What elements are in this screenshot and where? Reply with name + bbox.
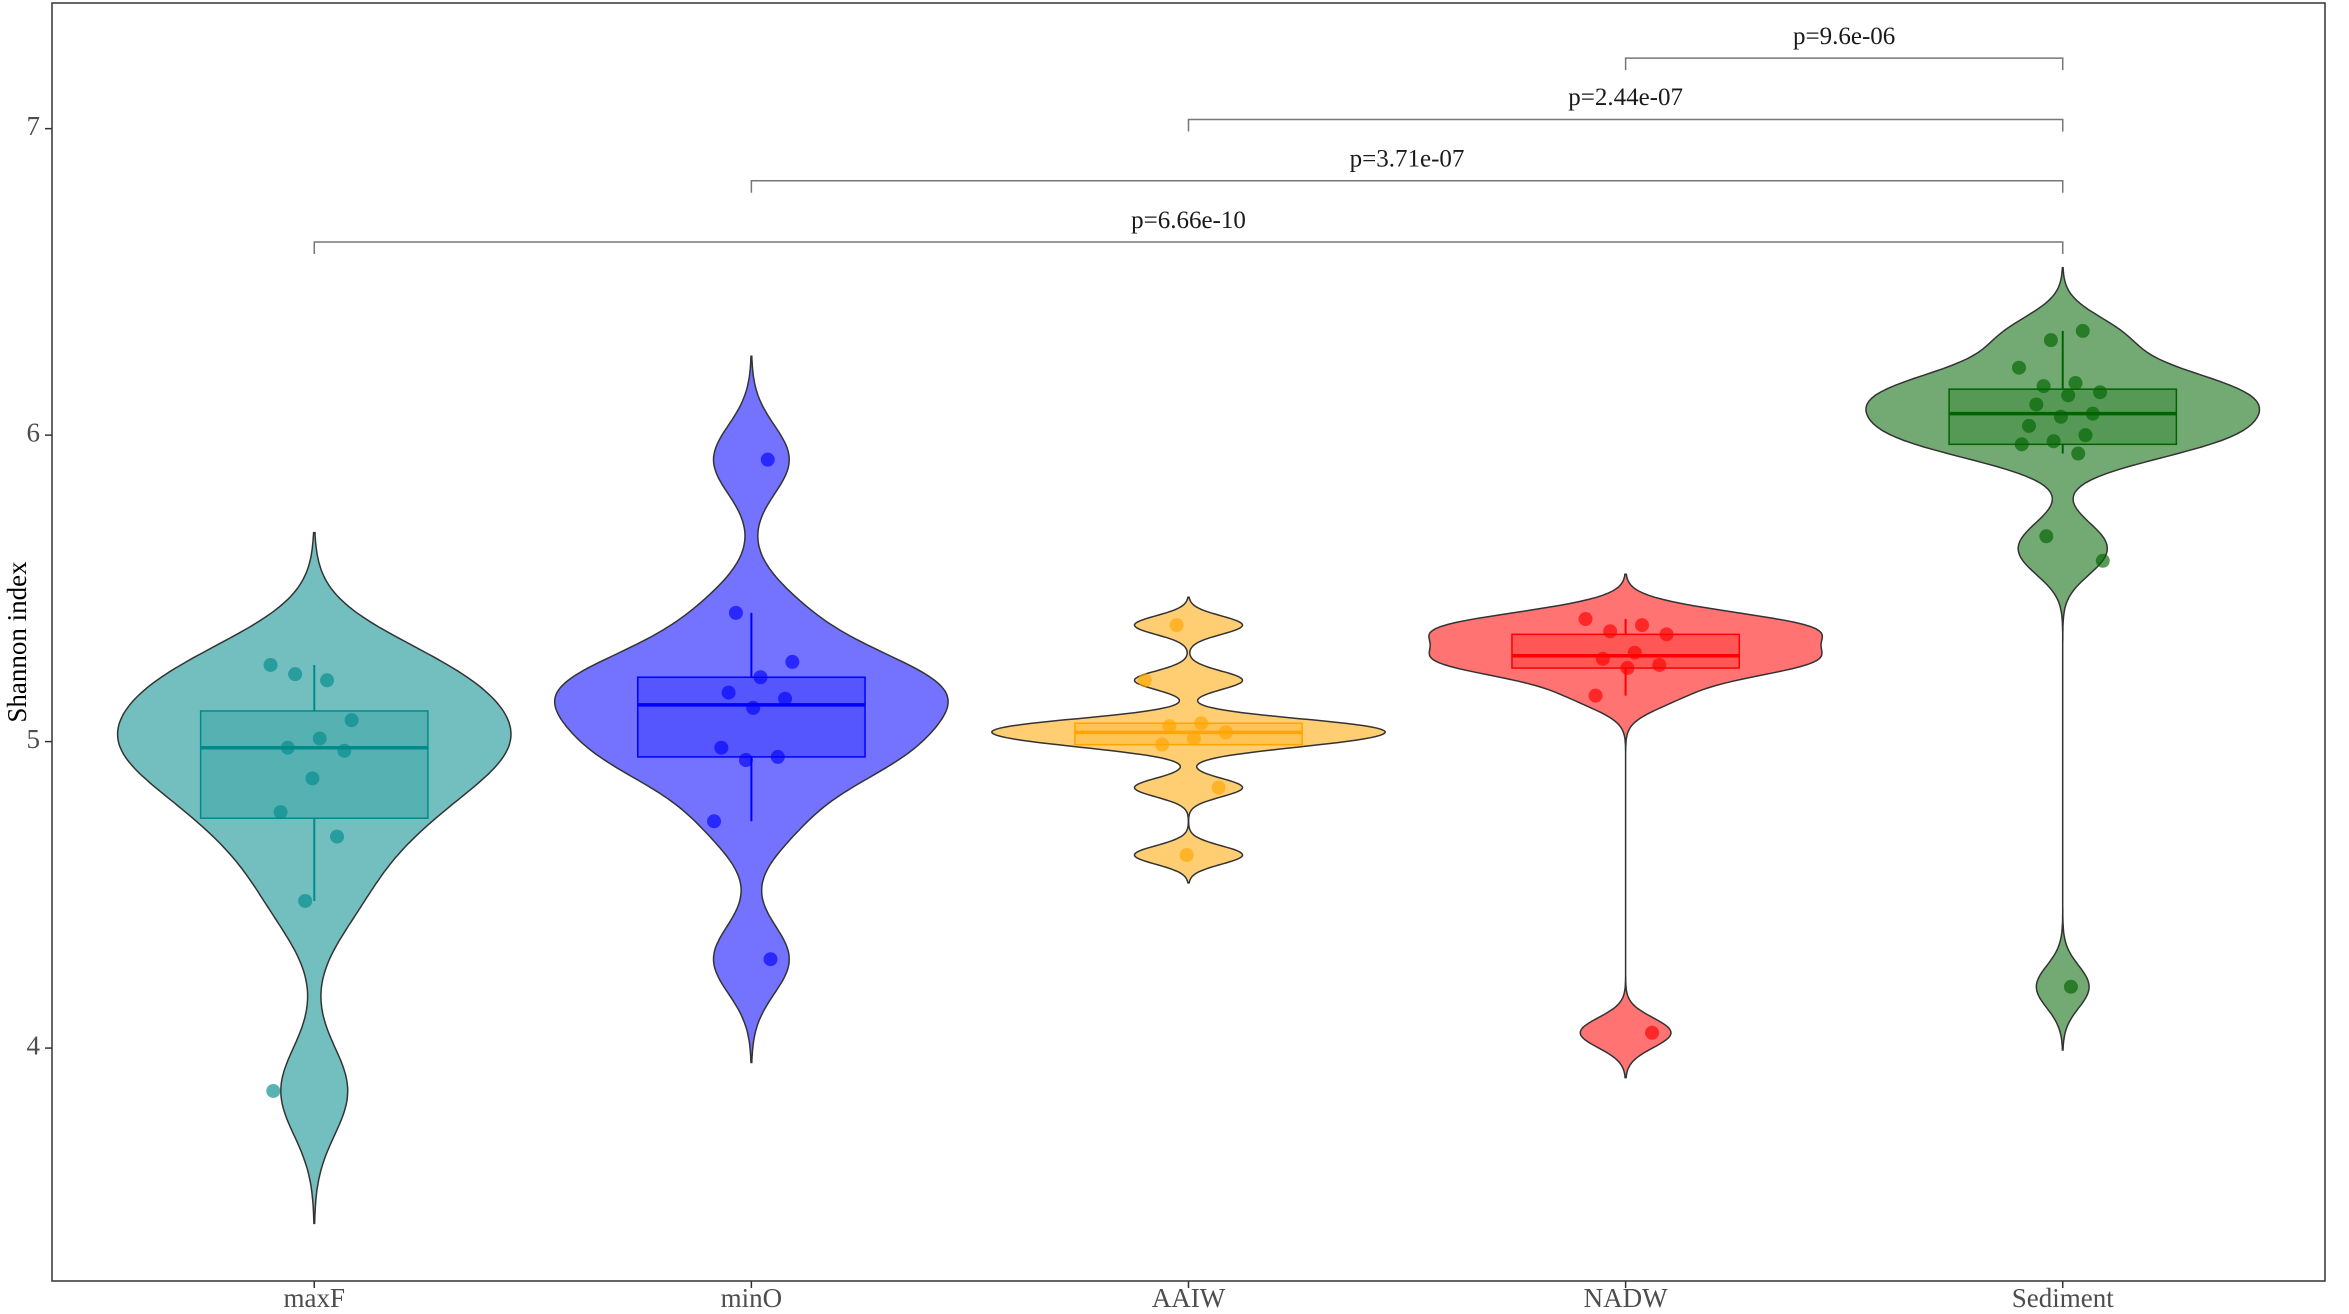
data-point: [312, 731, 327, 746]
data-point: [753, 670, 768, 685]
data-point: [2078, 428, 2093, 443]
data-point: [728, 605, 743, 620]
y-tick-label: 5: [27, 724, 41, 754]
data-point: [1620, 661, 1635, 676]
y-tick-label: 4: [27, 1030, 41, 1060]
data-point: [344, 713, 359, 728]
p-value-label: p=3.71e-07: [1350, 145, 1465, 172]
data-point: [770, 749, 785, 764]
data-point: [1603, 624, 1618, 639]
data-point: [1211, 780, 1226, 795]
data-point: [2085, 406, 2100, 421]
data-point: [1578, 612, 1593, 627]
data-point: [298, 893, 313, 908]
box: [636, 676, 866, 758]
data-point: [1137, 673, 1152, 688]
data-point: [2093, 385, 2108, 400]
x-tick-label: AAIW: [1152, 1283, 1226, 1309]
x-tick-label: maxF: [284, 1283, 346, 1309]
data-point: [778, 691, 793, 706]
data-point: [1179, 848, 1194, 862]
data-point: [263, 657, 278, 672]
data-point: [305, 771, 320, 786]
p-value-label: p=6.66e-10: [1131, 207, 1246, 234]
data-point: [714, 740, 729, 755]
x-tick-label: Sediment: [2012, 1283, 2114, 1309]
data-point: [2046, 434, 2061, 449]
data-point: [1155, 737, 1170, 752]
data-point: [760, 452, 775, 467]
data-point: [2036, 379, 2051, 394]
data-point: [2043, 333, 2058, 348]
data-point: [785, 654, 800, 669]
data-point: [2071, 446, 2086, 461]
x-tick-label: minO: [721, 1283, 783, 1309]
significance-bracket: [313, 241, 2064, 255]
p-value-label: p=2.44e-07: [1568, 84, 1683, 111]
data-point: [288, 667, 303, 682]
data-point: [2039, 529, 2054, 544]
data-point: [1595, 651, 1610, 666]
x-tick-label: NADW: [1584, 1283, 1668, 1309]
data-point: [721, 685, 736, 700]
data-point: [2075, 323, 2090, 338]
data-point: [1194, 716, 1209, 731]
p-value-label: p=9.6e-06: [1793, 23, 1895, 50]
data-point: [1645, 1025, 1660, 1040]
significance-bracket: [1187, 118, 2064, 132]
y-tick-label: 6: [27, 417, 41, 447]
box: [199, 710, 429, 819]
data-point: [1588, 688, 1603, 703]
data-point: [2029, 397, 2044, 412]
violin: [1865, 266, 2261, 1051]
data-point: [1635, 618, 1650, 633]
data-point: [1652, 657, 1667, 672]
data-point: [320, 673, 335, 688]
data-point: [2068, 376, 2083, 391]
data-point: [2014, 437, 2029, 452]
data-point: [1218, 725, 1233, 740]
data-point: [1169, 618, 1184, 633]
data-point: [1659, 627, 1674, 642]
y-axis-label: Shannon index: [2, 561, 32, 723]
data-point: [2063, 979, 2078, 994]
data-point: [337, 743, 352, 758]
data-point: [273, 805, 288, 820]
data-point: [330, 829, 345, 844]
data-point: [2022, 418, 2037, 433]
data-point: [2012, 360, 2027, 375]
data-point: [280, 740, 295, 755]
significance-bracket: [750, 180, 2064, 193]
significance-bracket: [1624, 57, 2064, 71]
data-point: [2061, 388, 2076, 403]
y-tick-label: 7: [27, 111, 41, 141]
data-point: [707, 814, 722, 829]
data-point: [266, 1083, 281, 1098]
data-point: [1627, 645, 1642, 660]
data-point: [1186, 731, 1201, 746]
data-point: [746, 700, 761, 715]
data-point: [2095, 553, 2110, 568]
data-point: [738, 752, 753, 767]
data-point: [1162, 719, 1177, 734]
data-point: [2053, 409, 2068, 424]
data-point: [763, 952, 778, 967]
